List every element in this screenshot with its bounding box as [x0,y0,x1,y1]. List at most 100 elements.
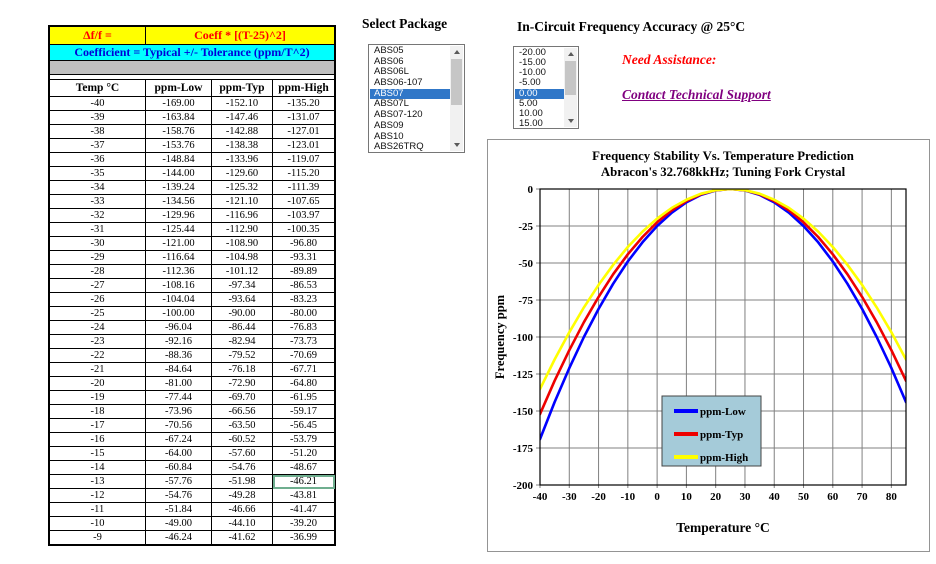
table-cell[interactable]: -158.76 [145,124,212,139]
table-cell[interactable]: -89.89 [272,264,336,279]
table-cell[interactable]: -67.24 [145,432,212,447]
col-header-ppm-typ[interactable]: ppm-Typ [211,79,273,97]
table-cell[interactable]: -19 [48,390,146,405]
table-cell[interactable]: -93.31 [272,250,336,265]
list-item[interactable]: 15.00 [519,118,543,127]
table-cell[interactable]: -163.84 [145,110,212,125]
table-cell[interactable]: -41.62 [211,530,273,546]
table-cell[interactable]: -46.21 [272,474,336,489]
list-item[interactable]: ABS26TRQ [374,142,424,151]
table-cell[interactable]: -28 [48,264,146,279]
table-cell[interactable]: -131.07 [272,110,336,125]
list-item[interactable]: -5.00 [519,78,541,89]
table-cell[interactable]: -40 [48,96,146,111]
table-cell[interactable]: -100.00 [145,306,212,321]
list-item[interactable]: ABS06L [374,67,409,78]
table-cell[interactable]: -15 [48,446,146,461]
table-cell[interactable]: -67.71 [272,362,336,377]
table-cell[interactable]: -96.80 [272,236,336,251]
table-cell[interactable]: -70.56 [145,418,212,433]
table-cell[interactable]: -81.00 [145,376,212,391]
table-cell[interactable]: -32 [48,208,146,223]
table-cell[interactable]: -103.97 [272,208,336,223]
package-scrollbar[interactable] [450,46,463,151]
table-cell[interactable]: -144.00 [145,166,212,181]
table-cell[interactable]: -108.90 [211,236,273,251]
table-cell[interactable]: -35 [48,166,146,181]
table-cell[interactable]: -112.90 [211,222,273,237]
table-cell[interactable]: -169.00 [145,96,212,111]
gray-spacer-cell[interactable] [48,60,336,75]
table-cell[interactable]: -116.96 [211,208,273,223]
list-item[interactable]: 0.00 [515,88,564,99]
table-cell[interactable]: -14 [48,460,146,475]
table-cell[interactable]: -134.56 [145,194,212,209]
table-cell[interactable]: -77.44 [145,390,212,405]
table-cell[interactable]: -57.60 [211,446,273,461]
table-cell[interactable]: -107.65 [272,194,336,209]
table-cell[interactable]: -93.64 [211,292,273,307]
table-cell[interactable]: -12 [48,488,146,503]
table-cell[interactable]: -90.00 [211,306,273,321]
table-cell[interactable]: -64.80 [272,376,336,391]
scroll-down-button[interactable] [450,139,463,151]
table-cell[interactable]: -29 [48,250,146,265]
list-item[interactable]: ABS07-120 [374,110,423,121]
list-item[interactable]: ABS05 [374,46,404,56]
table-cell[interactable]: -69.70 [211,390,273,405]
table-cell[interactable]: -119.07 [272,152,336,167]
formula-value-cell[interactable]: Coeff * [(T-25)^2] [145,25,336,45]
table-cell[interactable]: -39 [48,110,146,125]
table-cell[interactable]: -53.79 [272,432,336,447]
coefficient-cell[interactable]: Coefficient = Typical +/- Tolerance (ppm… [48,44,336,61]
table-cell[interactable]: -112.36 [145,264,212,279]
list-item[interactable]: -20.00 [519,48,546,58]
table-cell[interactable]: -9 [48,530,146,546]
table-cell[interactable]: -125.44 [145,222,212,237]
table-cell[interactable]: -24 [48,320,146,335]
table-cell[interactable]: -142.88 [211,124,273,139]
list-item[interactable]: ABS06-107 [374,78,423,89]
table-cell[interactable]: -34 [48,180,146,195]
table-cell[interactable]: -60.84 [145,460,212,475]
table-cell[interactable]: -63.50 [211,418,273,433]
table-cell[interactable]: -49.00 [145,516,212,531]
table-cell[interactable]: -73.96 [145,404,212,419]
table-cell[interactable]: -153.76 [145,138,212,153]
table-cell[interactable]: -36 [48,152,146,167]
scroll-thumb[interactable] [565,61,576,95]
table-cell[interactable]: -115.20 [272,166,336,181]
table-cell[interactable]: -79.52 [211,348,273,363]
table-cell[interactable]: -27 [48,278,146,293]
table-cell[interactable]: -51.84 [145,502,212,517]
table-cell[interactable]: -25 [48,306,146,321]
table-cell[interactable]: -129.96 [145,208,212,223]
table-cell[interactable]: -121.10 [211,194,273,209]
table-cell[interactable]: -11 [48,502,146,517]
table-cell[interactable]: -38 [48,124,146,139]
table-cell[interactable]: -48.67 [272,460,336,475]
table-cell[interactable]: -76.18 [211,362,273,377]
table-cell[interactable]: -148.84 [145,152,212,167]
table-cell[interactable]: -72.90 [211,376,273,391]
table-cell[interactable]: -61.95 [272,390,336,405]
list-item[interactable]: -15.00 [519,58,546,69]
table-cell[interactable]: -121.00 [145,236,212,251]
table-cell[interactable]: -22 [48,348,146,363]
list-item[interactable]: ABS07 [370,88,450,100]
table-cell[interactable]: -37 [48,138,146,153]
table-cell[interactable]: -138.38 [211,138,273,153]
table-cell[interactable]: -133.96 [211,152,273,167]
table-cell[interactable]: -84.64 [145,362,212,377]
table-cell[interactable]: -46.66 [211,502,273,517]
table-cell[interactable]: -16 [48,432,146,447]
table-cell[interactable]: -70.69 [272,348,336,363]
table-cell[interactable]: -101.12 [211,264,273,279]
table-cell[interactable]: -83.23 [272,292,336,307]
table-cell[interactable]: -18 [48,404,146,419]
table-cell[interactable]: -30 [48,236,146,251]
table-cell[interactable]: -46.24 [145,530,212,546]
table-cell[interactable]: -31 [48,222,146,237]
col-header-temp[interactable]: Temp °C [48,79,146,97]
table-cell[interactable]: -125.32 [211,180,273,195]
